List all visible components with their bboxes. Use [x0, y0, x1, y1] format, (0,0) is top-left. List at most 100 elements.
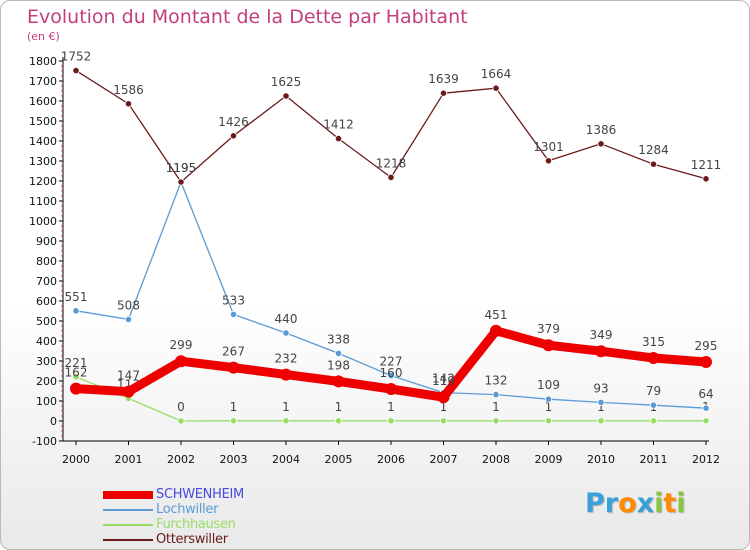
- data-point-otterswiller: [387, 173, 395, 181]
- y-tick-label: 100: [36, 395, 57, 408]
- legend-swatch: [103, 490, 153, 499]
- logo-letter: t: [663, 488, 677, 519]
- y-tick-label: 1100: [29, 195, 57, 208]
- data-point-furchhausen: [177, 417, 185, 425]
- y-tick-label: 400: [36, 335, 57, 348]
- data-point-lochwiller: [124, 315, 133, 323]
- x-tick-label: 2005: [325, 453, 353, 466]
- proxiti-logo: Proxiti: [585, 488, 686, 519]
- x-tick-label: 2011: [640, 453, 668, 466]
- data-label-lochwiller: 551: [65, 290, 88, 304]
- logo-letter: x: [636, 488, 655, 519]
- data-label-furchhausen: 221: [65, 356, 88, 370]
- data-label-lochwiller: 440: [275, 312, 298, 326]
- data-point-otterswiller: [124, 100, 133, 108]
- legend-item-otterswiller: Otterswiller: [103, 532, 244, 547]
- data-point-schwenheim: [122, 385, 135, 398]
- data-point-lochwiller: [702, 404, 710, 412]
- y-tick-label: 1700: [29, 75, 57, 88]
- data-point-schwenheim: [437, 391, 450, 404]
- x-tick-label: 2008: [482, 453, 510, 466]
- data-point-schwenheim: [70, 382, 82, 395]
- y-tick-label: 1600: [29, 95, 57, 108]
- data-point-lochwiller: [72, 307, 80, 315]
- logo-letter: P: [585, 488, 605, 519]
- data-point-schwenheim: [175, 355, 187, 368]
- y-tick-label: 1300: [29, 155, 57, 168]
- data-point-schwenheim: [227, 361, 240, 374]
- x-tick-label: 2002: [167, 453, 195, 466]
- y-tick-label: 200: [36, 375, 57, 388]
- legend-swatch: [103, 538, 153, 541]
- data-point-schwenheim: [280, 368, 292, 381]
- data-label-furchhausen: 1: [387, 400, 395, 414]
- data-point-lochwiller: [387, 371, 395, 380]
- legend: SCHWENHEIM Lochwiller Furchhausen Otterswil…: [103, 487, 244, 547]
- data-point-otterswiller: [649, 160, 658, 168]
- data-label-otterswiller: 1301: [533, 140, 564, 154]
- data-point-furchhausen: [702, 417, 710, 425]
- data-point-otterswiller: [597, 140, 605, 148]
- y-tick-label: 1200: [29, 175, 57, 188]
- chart-title: Evolution du Montant de la Dette par Hab…: [27, 6, 468, 28]
- data-point-furchhausen: [544, 417, 553, 425]
- data-label-otterswiller: 1211: [691, 158, 722, 172]
- data-point-lochwiller: [229, 310, 238, 318]
- data-label-otterswiller: 1195: [166, 161, 197, 175]
- logo-letter: i: [676, 488, 686, 519]
- data-point-otterswiller: [177, 178, 185, 186]
- data-point-furchhausen: [72, 373, 80, 381]
- data-point-otterswiller: [334, 135, 343, 143]
- data-point-schwenheim: [385, 383, 397, 395]
- data-label-lochwiller: 64: [698, 387, 713, 401]
- data-label-otterswiller: 1218: [376, 156, 407, 170]
- data-label-schwenheim: 379: [537, 322, 560, 336]
- data-label-furchhausen: 0: [177, 400, 185, 414]
- data-label-otterswiller: 1284: [638, 143, 669, 157]
- data-point-otterswiller: [492, 84, 500, 92]
- data-point-schwenheim: [490, 324, 502, 337]
- data-label-furchhausen: 1: [282, 400, 290, 414]
- y-tick-label: 600: [36, 295, 57, 308]
- data-label-schwenheim: 299: [170, 338, 193, 352]
- data-label-lochwiller: 338: [327, 332, 350, 346]
- y-tick-label: 500: [36, 315, 57, 328]
- data-label-lochwiller: 508: [117, 298, 140, 312]
- data-point-otterswiller: [702, 175, 710, 183]
- data-label-schwenheim: 147: [117, 369, 140, 383]
- data-label-otterswiller: 1625: [271, 75, 302, 89]
- data-label-furchhausen: 1: [335, 400, 343, 414]
- legend-label: SCHWENHEIM: [156, 487, 244, 502]
- data-label-schwenheim: 160: [380, 366, 403, 380]
- data-point-otterswiller: [229, 132, 238, 140]
- logo-letter: i: [654, 488, 664, 519]
- y-tick-label: 900: [36, 235, 57, 248]
- data-label-lochwiller: 93: [593, 381, 608, 395]
- data-point-lochwiller: [334, 349, 343, 357]
- data-point-furchhausen: [439, 417, 448, 425]
- data-point-otterswiller: [544, 157, 553, 165]
- data-label-furchhausen: 1: [545, 400, 553, 414]
- x-tick-label: 2007: [430, 453, 458, 466]
- data-label-furchhausen: 1: [597, 400, 605, 414]
- data-label-schwenheim: 162: [65, 366, 88, 380]
- data-point-furchhausen: [649, 417, 658, 425]
- data-point-schwenheim: [700, 356, 712, 368]
- data-label-lochwiller: 227: [380, 355, 403, 369]
- data-point-furchhausen: [387, 417, 395, 425]
- y-tick-label: 1000: [29, 215, 57, 228]
- legend-item-lochwiller: Lochwiller: [103, 502, 244, 517]
- x-tick-label: 2003: [220, 453, 248, 466]
- y-tick-label: 0: [50, 415, 57, 428]
- data-label-schwenheim: 267: [222, 345, 245, 359]
- y-tick-label: 1400: [29, 135, 57, 148]
- x-tick-label: 2001: [115, 453, 143, 466]
- legend-label: Otterswiller: [156, 532, 228, 547]
- data-point-furchhausen: [229, 417, 238, 425]
- data-label-schwenheim: 232: [275, 352, 298, 366]
- data-label-schwenheim: 295: [695, 339, 718, 353]
- data-label-schwenheim: 315: [642, 335, 665, 349]
- data-label-otterswiller: 1639: [428, 72, 459, 86]
- y-tick-label: 300: [36, 355, 57, 368]
- y-tick-label: 1800: [29, 55, 57, 68]
